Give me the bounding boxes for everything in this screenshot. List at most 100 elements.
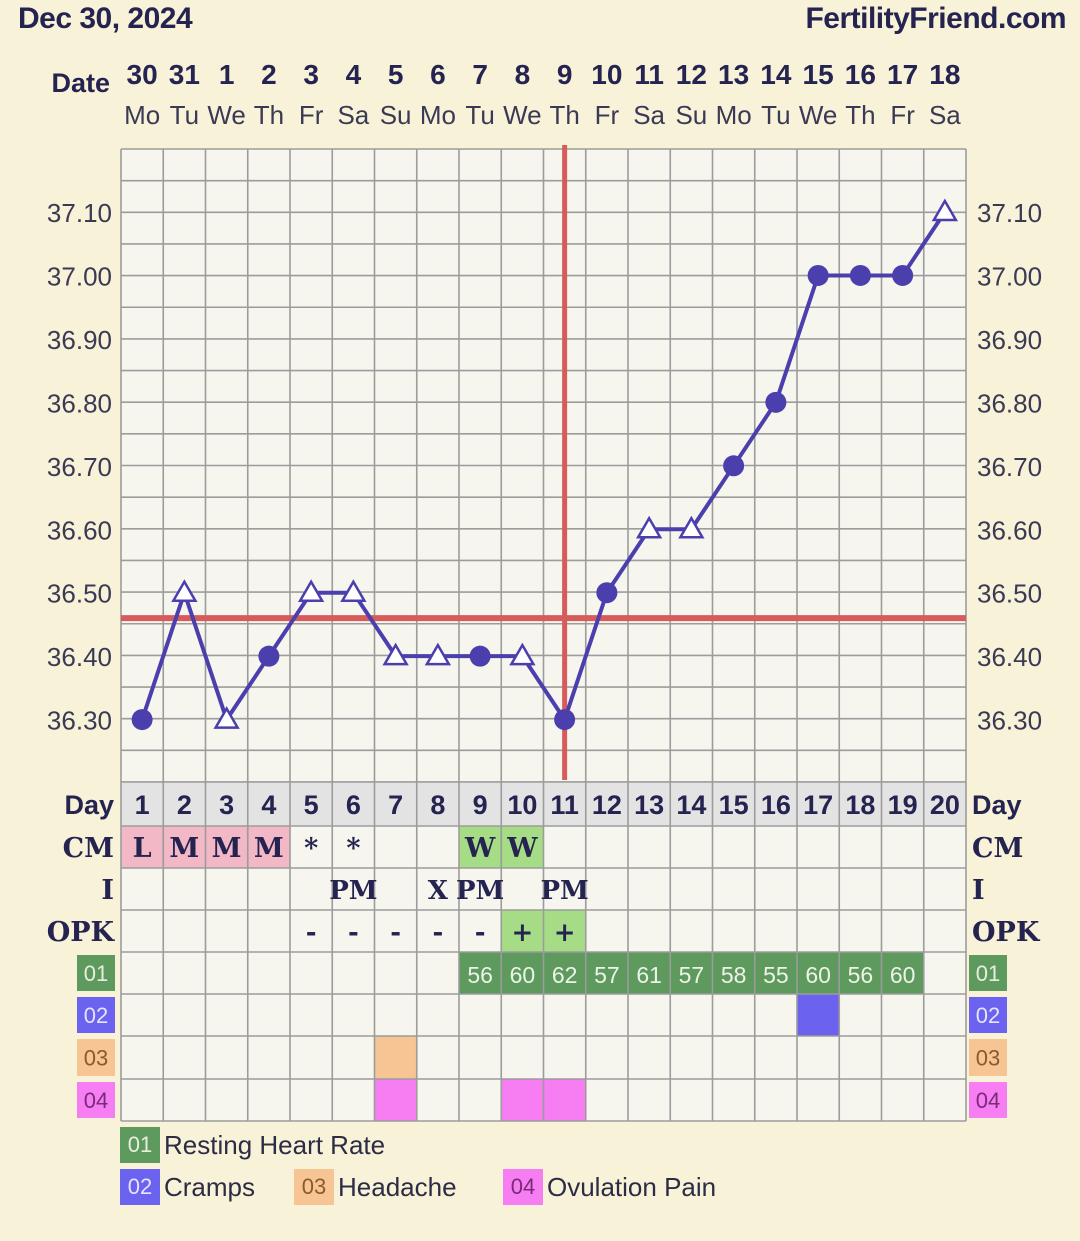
heart-rate-cell-text: 60 — [510, 962, 536, 988]
heart-rate-cell-text: 57 — [679, 962, 705, 988]
custom-row-code-left-bg — [77, 955, 115, 991]
cycle-day-label: 2 — [177, 790, 192, 820]
opk-cell-text: + — [511, 918, 533, 948]
y-tick-label-left: 36.50 — [47, 579, 112, 609]
custom-row-code-left: 03 — [84, 1046, 108, 1071]
temperature-point-open — [382, 642, 409, 666]
cm-cell-fill — [501, 826, 544, 868]
date-tick-label: 15 — [803, 59, 834, 90]
heart-rate-cell-text: 61 — [636, 962, 662, 988]
heart-rate-cell-text: 56 — [848, 962, 874, 988]
legend-label-02: Cramps — [164, 1171, 256, 1202]
legend-label-01: Resting Heart Rate — [164, 1129, 386, 1160]
heart-rate-cell-fill — [670, 952, 713, 994]
cm-cell-fill — [163, 826, 206, 868]
opk-cell-text: - — [475, 918, 486, 948]
heart-rate-cell-text: 60 — [805, 962, 831, 988]
date-tick-label: 13 — [718, 59, 749, 90]
weekday-tick-label: Fr — [595, 100, 620, 130]
opk-cell-text: - — [348, 918, 359, 948]
heart-rate-cell-fill — [712, 952, 755, 994]
temperature-point-open — [340, 579, 367, 602]
legend-label-03: Headache — [338, 1171, 457, 1202]
custom-row-code-right-bg — [969, 1039, 1007, 1076]
heart-rate-cell-fill — [628, 952, 671, 994]
cycle-day-label: 13 — [634, 790, 664, 820]
weekday-tick-label: Su — [675, 100, 707, 130]
date-tick-label: 18 — [929, 59, 960, 90]
intercourse-cell-text: PM — [540, 876, 588, 906]
cm-cell-fill — [459, 826, 502, 868]
date-tick-label: 9 — [557, 59, 573, 90]
cycle-day-label: 5 — [304, 790, 319, 820]
weekday-tick-label: Fr — [890, 100, 915, 130]
temperature-point-open — [678, 515, 705, 539]
cycle-day-label: 20 — [930, 790, 960, 820]
y-tick-label-left: 37.00 — [47, 261, 112, 291]
cm-cell-text: W — [506, 833, 538, 864]
custom-row-code-right: 01 — [976, 961, 1000, 986]
heart-rate-cell-fill — [585, 952, 628, 994]
opk-cell-text: - — [432, 918, 443, 948]
custom-row-code-right: 04 — [976, 1088, 1000, 1113]
cm-cell-text: M — [254, 833, 284, 864]
temperature-point-open — [171, 579, 198, 602]
weekday-tick-label: Th — [549, 100, 579, 130]
y-tick-label-right: 36.70 — [977, 452, 1042, 482]
weekday-tick-label: We — [503, 100, 542, 130]
temperature-point — [723, 455, 745, 477]
temperature-point — [131, 709, 153, 731]
date-tick-label: 12 — [676, 59, 707, 90]
custom-row-code-left: 01 — [84, 961, 108, 986]
y-tick-label-left: 36.90 — [47, 325, 112, 355]
y-tick-label-right: 37.10 — [977, 198, 1042, 228]
custom-row-code-left: 04 — [84, 1088, 108, 1113]
custom-row-code-right-bg — [969, 1082, 1007, 1118]
opk-cell-fill — [501, 910, 544, 952]
heart-rate-cell-text: 58 — [721, 962, 747, 988]
row-label-right: Day — [972, 790, 1022, 820]
intercourse-cell-text: PM — [329, 876, 377, 906]
opk-cell-text: - — [306, 918, 317, 948]
legend-swatch-04: 04 — [503, 1169, 543, 1205]
temperature-point — [807, 264, 829, 286]
heart-rate-cell-fill — [543, 952, 586, 994]
legend-item-02: 02 Cramps — [120, 1169, 255, 1205]
site-name: FertilityFriend.com — [805, 2, 1066, 35]
weekday-tick-label: We — [207, 100, 246, 130]
cm-cell-text: W — [464, 833, 496, 864]
weekday-tick-label: Sa — [633, 100, 665, 130]
temperature-point-open — [635, 515, 663, 539]
cycle-day-label: 1 — [135, 790, 150, 820]
y-tick-label-right: 36.50 — [977, 579, 1042, 609]
weekday-tick-label: Mo — [420, 100, 456, 130]
custom-row-code-left: 02 — [84, 1003, 108, 1028]
temperature-point — [765, 391, 787, 413]
date-tick-label: 10 — [591, 59, 622, 90]
weekday-tick-label: Fr — [299, 100, 324, 130]
temperature-point-open — [424, 642, 452, 666]
weekday-tick-label: Th — [845, 100, 875, 130]
cm-cell-fill — [205, 826, 248, 868]
row-label-right: CM — [972, 833, 1023, 864]
row-label-left: I — [101, 875, 114, 906]
date-tick-label: 11 — [634, 59, 664, 90]
weekday-tick-label: Sa — [929, 100, 961, 130]
heart-rate-cell-fill — [839, 952, 882, 994]
row-label-left: Day — [64, 790, 114, 820]
weekday-tick-label: Tu — [170, 100, 199, 130]
heart-rate-cell-text: 60 — [890, 962, 916, 988]
custom-row-code-right-bg — [969, 997, 1007, 1033]
weekday-tick-label: We — [799, 100, 838, 130]
cycle-day-label: 12 — [592, 790, 622, 820]
heart-rate-cell-fill — [459, 952, 502, 994]
custom-row-code-right: 03 — [976, 1046, 1000, 1071]
ovulation-pain-cell-fill — [543, 1079, 586, 1121]
legend-swatch-02: 02 — [120, 1169, 160, 1205]
weekday-tick-label: Sa — [337, 100, 369, 130]
heart-rate-cell-text: 57 — [594, 962, 620, 988]
y-tick-label-left: 36.40 — [47, 642, 112, 672]
cycle-day-label: 19 — [888, 790, 918, 820]
cm-cell-text: L — [133, 833, 152, 864]
date-tick-label: 2 — [261, 59, 277, 90]
